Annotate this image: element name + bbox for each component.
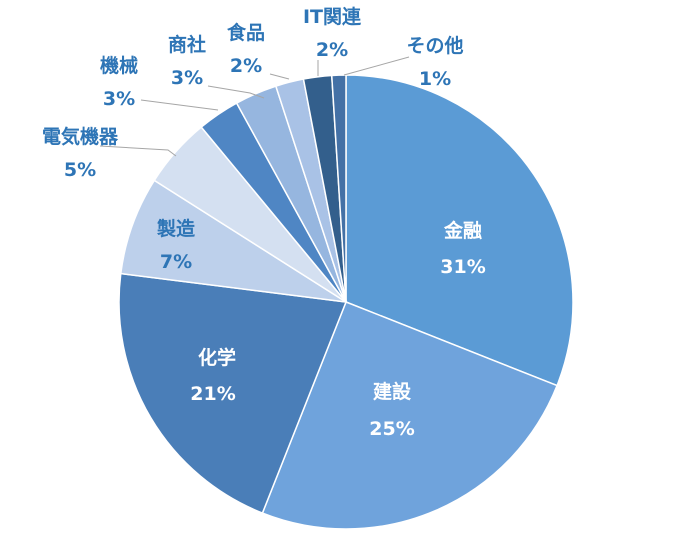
leader-line-8	[269, 73, 290, 80]
slice-label-4: 製造	[156, 217, 196, 240]
pie-slices	[118, 74, 574, 530]
pie-slice-10	[330, 74, 347, 303]
slice-label-2: 建設	[373, 380, 412, 403]
leader-line-7	[207, 85, 265, 99]
slice-value-10: 1%	[419, 68, 451, 90]
slice-label-6: 機械	[100, 54, 138, 77]
slice-value-4: 7%	[160, 251, 192, 273]
pie-slice-2	[261, 301, 559, 530]
data-labels: 金融 31% 建設 25% 化学 21% 製造 7% 電気機器 5% 機械 3% 商社 3% 食品 2% IT関…	[42, 5, 486, 440]
leader-line-10	[343, 56, 410, 76]
slice-value-1: 31%	[440, 256, 485, 278]
slice-label-3: 化学	[198, 346, 236, 369]
slice-label-10: その他	[406, 34, 463, 57]
leader-lines	[99, 56, 410, 157]
slice-label-1: 金融	[443, 219, 482, 242]
slice-value-3: 21%	[190, 383, 235, 405]
slice-label-9: IT関連	[303, 5, 362, 28]
slice-value-7: 3%	[171, 67, 203, 89]
slice-label-7: 商社	[168, 33, 206, 56]
pie-slice-3	[118, 272, 348, 515]
slice-value-6: 3%	[103, 88, 135, 110]
slice-value-8: 2%	[230, 55, 262, 77]
slice-label-8: 食品	[227, 21, 265, 44]
slice-value-5: 5%	[64, 159, 96, 181]
slice-value-2: 25%	[369, 418, 414, 440]
slice-value-9: 2%	[316, 39, 348, 61]
leader-line-6	[140, 99, 219, 111]
leader-line-5	[99, 145, 177, 157]
slice-label-5: 電気機器	[42, 125, 119, 148]
pie-slice-1	[345, 74, 574, 387]
